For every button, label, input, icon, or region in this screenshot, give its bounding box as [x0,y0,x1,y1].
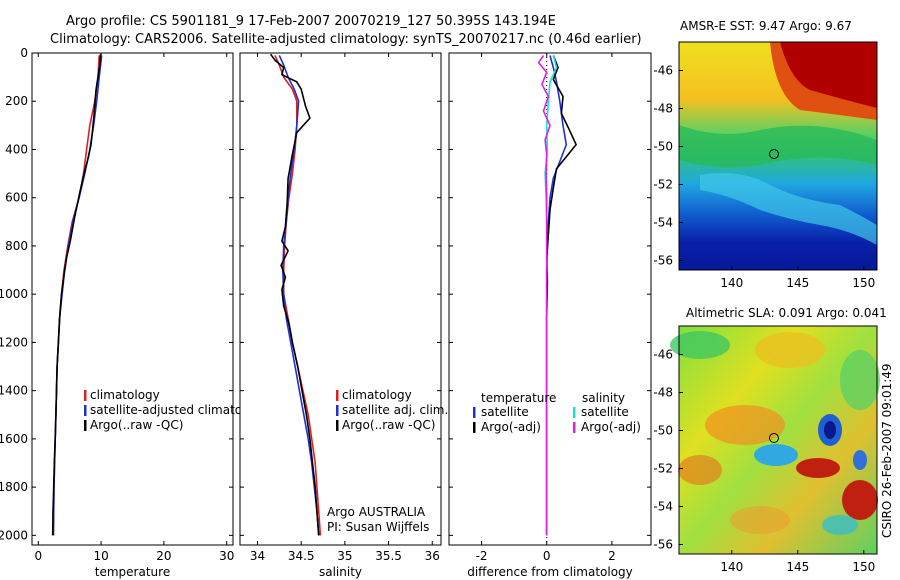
x-tick-label: 30 [219,549,234,563]
legend-swatch [336,390,339,401]
plot-frame [448,52,652,546]
map-x-tick-label: 145 [786,560,809,574]
map-y-tick-label: -56 [653,538,673,552]
legend-label: satellite [581,405,629,419]
legend-swatch [84,420,87,431]
figure-title-line-2: Climatology: CARS2006. Satellite-adjuste… [50,32,642,47]
map-y-tick-label: -50 [653,140,673,154]
figure-title-line-1: Argo profile: CS 5901181_9 17-Feb-2007 2… [66,14,556,29]
x-tick-label: 2 [608,549,616,563]
y-tick-label: 400 [5,142,28,156]
x-tick-label: 34.5 [288,549,315,563]
legend-header-temperature: temperature [481,391,556,405]
legend-swatch [336,405,339,416]
sst-heatmap-image [679,42,877,270]
sst-map-axes: 140 145 150 -46 -48 -50 -52 -54 -56 [653,64,875,291]
series-line-argo-raw-qc- [269,53,320,536]
x-axis-label: salinity [319,565,362,579]
difference-profile-panel: -2 0 2 difference from climatology temperatu… [448,52,652,579]
sst-argo-location-marker [768,149,779,160]
map-y-tick-label: -48 [653,386,673,400]
x-tick-label: -2 [476,549,488,563]
sla-map-panel: Altimetric SLA: 0.091 Argo: 0.041 140 145… [653,306,886,574]
legend-swatch [473,422,476,433]
map-y-tick-label: -46 [653,348,673,362]
y-tick-label: 1200 [0,335,28,349]
x-tick-label: 34 [250,549,265,563]
x-tick-label: 10 [93,549,108,563]
sst-map-title: AMSR-E SST: 9.47 Argo: 9.67 [680,19,852,33]
legend-swatch [573,407,576,418]
legend-swatch [336,420,339,431]
map-y-tick-label: -54 [653,500,673,514]
sst-map-panel: AMSR-E SST: 9.47 Argo: 9.67 140 145 150 -46… [653,19,878,291]
map-x-tick-label: 145 [786,276,809,290]
map-y-tick-label: -52 [653,462,673,476]
map-y-tick-label: -48 [653,102,673,116]
x-tick-label: 35 [337,549,352,563]
series-line-argo-adj- [537,54,551,536]
legend-label: climatology [342,388,412,402]
map-x-tick-label: 140 [720,560,743,574]
series-line-climatology [274,55,322,536]
legend-label: Argo(-adj) [481,420,541,434]
legend-swatch [473,407,476,418]
map-y-tick-label: -52 [653,178,673,192]
plot-frame [31,52,234,546]
annotation-text: PI: Susan Wijffels [327,520,429,534]
x-axis-label: difference from climatology [467,565,633,579]
csiro-timestamp-label: CSIRO 26-Feb-2007 09:01:49 [880,363,894,538]
sla-argo-location-marker [768,433,779,444]
legend-label: Argo(..raw -QC) [342,418,435,432]
x-tick-label: 0 [543,549,551,563]
annotation-text: Argo AUSTRALIA [327,505,426,519]
y-tick-label: 1400 [0,384,28,398]
y-tick-label: 800 [5,239,28,253]
map-y-tick-label: -50 [653,424,673,438]
sla-heatmap-image [670,326,880,554]
sla-map-title: Altimetric SLA: 0.091 Argo: 0.041 [686,306,887,320]
sla-map-axes: 140 145 150 -46 -48 -50 -52 -54 -56 [653,348,875,575]
x-tick-label: 20 [156,549,171,563]
map-x-tick-label: 150 [852,560,875,574]
legend-swatch [573,422,576,433]
map-y-tick-label: -46 [653,64,673,78]
legend-label: climatology [90,388,160,402]
plot-frame [239,52,442,546]
x-tick-label: 0 [34,549,42,563]
y-tick-label: 200 [5,94,28,108]
y-tick-label: 1800 [0,480,28,494]
legend-header-salinity: salinity [582,391,625,405]
map-x-tick-label: 150 [852,276,875,290]
y-tick-label: 1600 [0,432,28,446]
map-y-tick-label: -54 [653,216,673,230]
y-tick-label: 2000 [0,528,28,542]
temperature-profile-panel: 0 10 20 30 0 200 400 600 800 1000 1200 1400 1600 1800… [0,46,260,579]
legend-label: satellite [481,405,529,419]
x-axis-label: temperature [95,565,170,579]
legend-swatch [84,405,87,416]
y-tick-label: 1000 [0,287,28,301]
legend-label: satellite adj. clim. [342,403,448,417]
x-tick-label: 35.5 [375,549,402,563]
y-tick-label: 600 [5,191,28,205]
map-y-tick-label: -56 [653,254,673,268]
legend-swatch [84,390,87,401]
legend-label: satellite-adjusted climatolog [90,403,260,417]
y-tick-label: 0 [20,46,28,60]
salinity-profile-panel: 34 34.5 35 35.5 36 salinity climatologysatelli… [239,52,448,579]
legend-label: Argo(..raw -QC) [90,418,183,432]
map-x-tick-label: 140 [720,276,743,290]
series-line-argo-raw-qc- [51,54,102,536]
legend-label: Argo(-adj) [581,420,641,434]
x-tick-label: 36 [425,549,440,563]
